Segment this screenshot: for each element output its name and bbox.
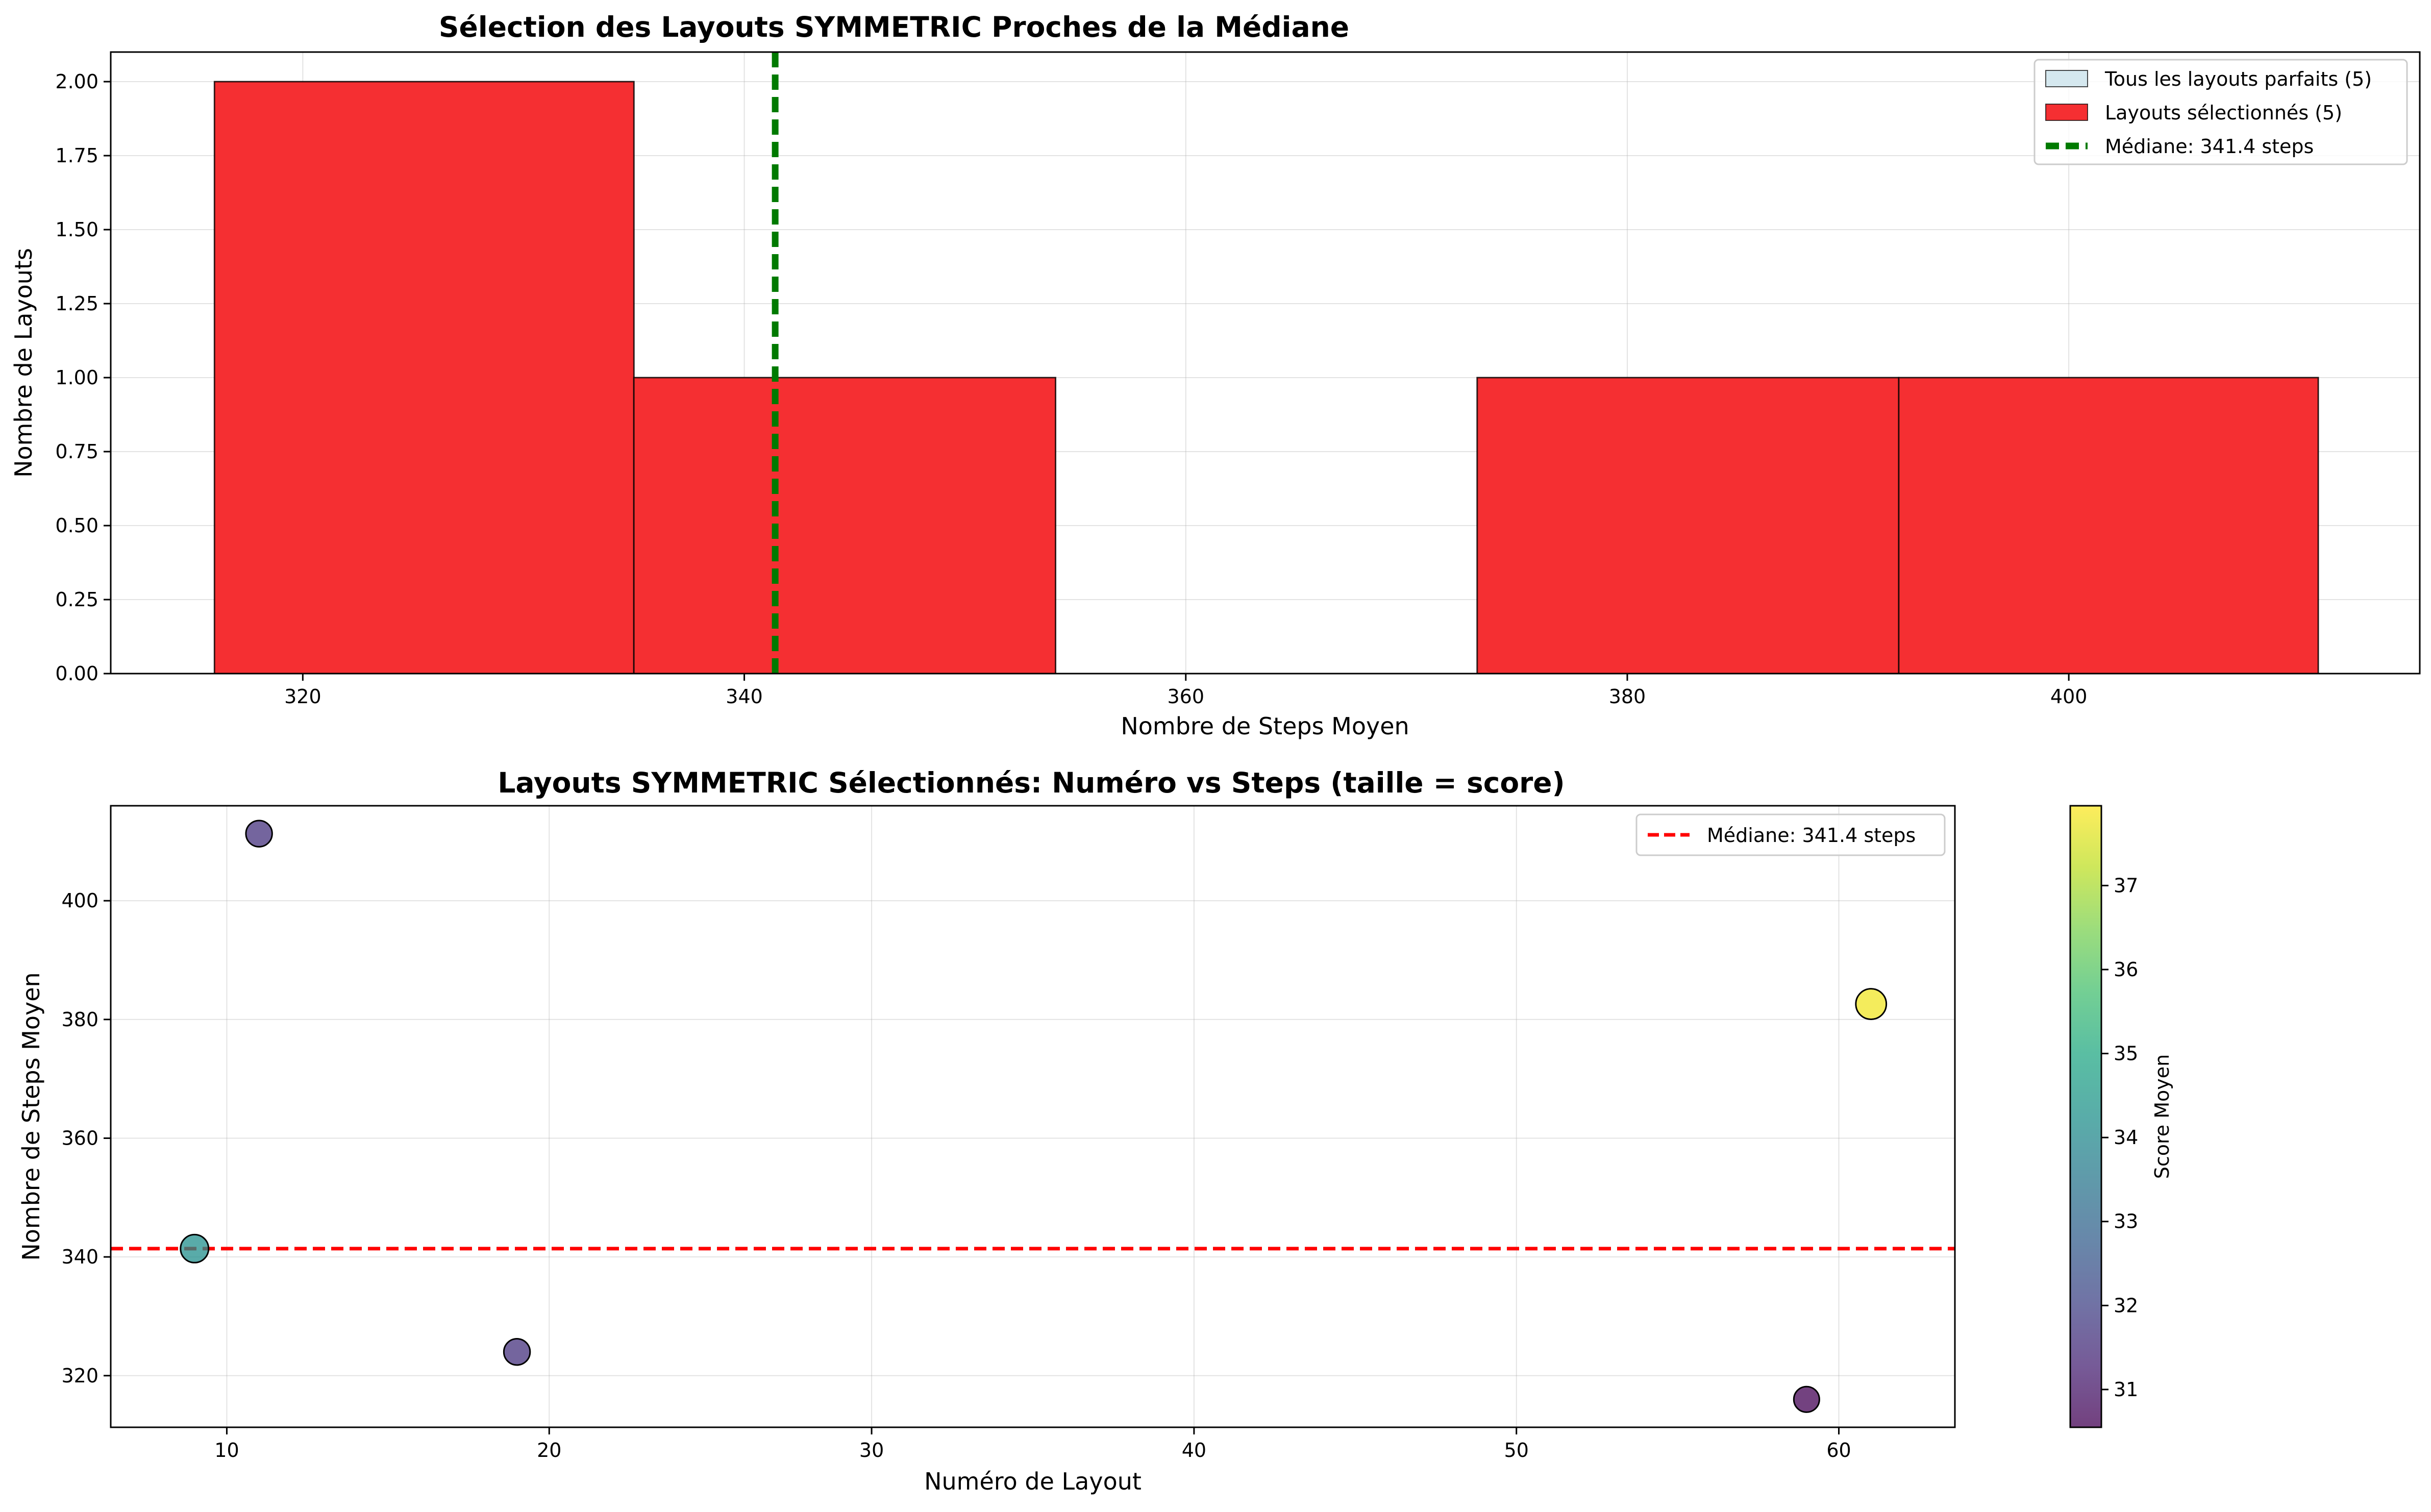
histogram-plot-frame — [110, 51, 2421, 675]
scatter-grid — [111, 806, 1955, 1427]
colorbar-tick-label: 34 — [2114, 1126, 2138, 1149]
scatter-y-tick-label: 400 — [61, 889, 98, 912]
legend-label-scatter-median: Médiane: 341.4 steps — [1707, 824, 1916, 847]
histogram-legend-box — [2033, 59, 2408, 165]
scatter-x-tick-label: 40 — [1182, 1439, 1206, 1461]
scatter-x-tick-label: 10 — [214, 1439, 239, 1461]
colorbar-gradient — [2069, 805, 2102, 1428]
histogram-bar-selected — [1898, 377, 2319, 675]
histogram-title: Sélection des Layouts SYMMETRIC Proches … — [439, 11, 1349, 43]
scatter-x-ticks: 10 20 30 40 50 60 — [214, 1427, 1851, 1461]
histogram-y-ticks: 0.00 0.25 0.50 0.75 1.00 1.25 1.50 1.75 2.00 — [55, 70, 111, 685]
histogram-y-tick-label: 2.00 — [55, 70, 98, 93]
scatter-title: Layouts SYMMETRIC Sélectionnés: Numéro v… — [498, 766, 1565, 799]
histogram-bars — [213, 81, 2319, 675]
scatter-x-axis-label: Numéro de Layout — [924, 1468, 1142, 1495]
scatter-point — [503, 1338, 531, 1366]
histogram-y-tick-label: 0.00 — [55, 662, 98, 685]
scatter-y-tick-label: 320 — [61, 1365, 98, 1387]
colorbar-tick-label: 37 — [2114, 874, 2138, 897]
histogram-y-tick-label: 1.00 — [55, 366, 98, 389]
scatter-legend-box — [1635, 813, 1946, 856]
histogram-y-axis-label: Nombre de Layouts — [10, 248, 37, 478]
colorbar-tick-label: 32 — [2114, 1294, 2138, 1317]
scatter-x-tick-label: 30 — [859, 1439, 884, 1461]
colorbar-label: Score Moyen — [2151, 1054, 2173, 1179]
scatter-point — [180, 1233, 210, 1263]
scatter-chart: Layouts SYMMETRIC Sélectionnés: Numéro v… — [17, 766, 2173, 1495]
histogram-y-tick-label: 1.75 — [55, 144, 98, 167]
scatter-point — [1793, 1385, 1820, 1413]
histogram-y-tick-label: 0.75 — [55, 440, 98, 463]
histogram-y-tick-label: 1.25 — [55, 292, 98, 315]
scatter-points — [180, 820, 1888, 1413]
histogram-x-tick-label: 400 — [2050, 685, 2088, 708]
histogram-x-axis-label: Nombre de Steps Moyen — [1121, 712, 1409, 740]
legend-swatch-selected-layouts — [2045, 104, 2088, 121]
scatter-plot-frame — [110, 805, 1956, 1428]
colorbar-tick-label: 31 — [2114, 1378, 2138, 1401]
histogram-x-tick-label: 340 — [726, 685, 763, 708]
colorbar-ticks: 31 32 33 34 35 36 37 — [2101, 874, 2138, 1401]
colorbar-tick-label: 36 — [2114, 958, 2138, 981]
histogram-chart: Sélection des Layouts SYMMETRIC Proches … — [10, 11, 2421, 740]
colorbar: 31 32 33 34 35 36 37 Score Moyen — [2069, 805, 2173, 1428]
legend-label-median: Médiane: 341.4 steps — [2105, 135, 2314, 158]
scatter-x-tick-label: 20 — [537, 1439, 561, 1461]
scatter-y-tick-label: 380 — [61, 1008, 98, 1031]
colorbar-tick-label: 33 — [2114, 1210, 2138, 1233]
scatter-x-tick-label: 50 — [1504, 1439, 1529, 1461]
scatter-point — [1855, 988, 1888, 1020]
scatter-x-tick-label: 60 — [1826, 1439, 1851, 1461]
scatter-legend: Médiane: 341.4 steps — [1635, 813, 1946, 856]
colorbar-tick-label: 35 — [2114, 1043, 2138, 1065]
histogram-legend: Tous les layouts parfaits (5) Layouts sé… — [2033, 59, 2408, 165]
scatter-y-tick-label: 340 — [61, 1246, 98, 1268]
histogram-y-tick-label: 1.50 — [55, 218, 98, 241]
histogram-x-ticks: 320 340 360 380 400 — [284, 674, 2087, 708]
scatter-y-tick-label: 360 — [61, 1127, 98, 1149]
histogram-bar-selected — [213, 81, 635, 675]
histogram-y-tick-label: 0.25 — [55, 588, 98, 611]
scatter-y-ticks: 320 340 360 380 400 — [61, 889, 111, 1387]
histogram-x-tick-label: 360 — [1167, 685, 1204, 708]
histogram-bar-selected — [1476, 377, 1900, 675]
histogram-x-tick-label: 380 — [1609, 685, 1646, 708]
histogram-y-tick-label: 0.50 — [55, 514, 98, 537]
scatter-y-axis-label: Nombre de Steps Moyen — [17, 972, 45, 1260]
histogram-bar-selected — [633, 377, 1057, 675]
histogram-x-tick-label: 320 — [284, 685, 321, 708]
legend-swatch-all-layouts — [2045, 70, 2088, 87]
legend-label-all-layouts: Tous les layouts parfaits (5) — [2104, 68, 2372, 90]
scatter-point — [245, 820, 273, 848]
legend-label-selected-layouts: Layouts sélectionnés (5) — [2105, 102, 2342, 124]
